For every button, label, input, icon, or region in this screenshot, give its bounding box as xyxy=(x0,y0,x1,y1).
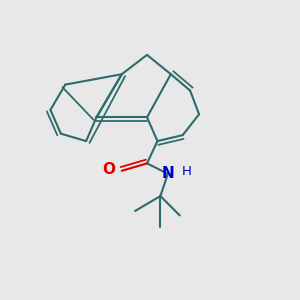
Text: N: N xyxy=(161,166,174,181)
Text: H: H xyxy=(181,165,191,178)
Text: O: O xyxy=(102,162,115,177)
